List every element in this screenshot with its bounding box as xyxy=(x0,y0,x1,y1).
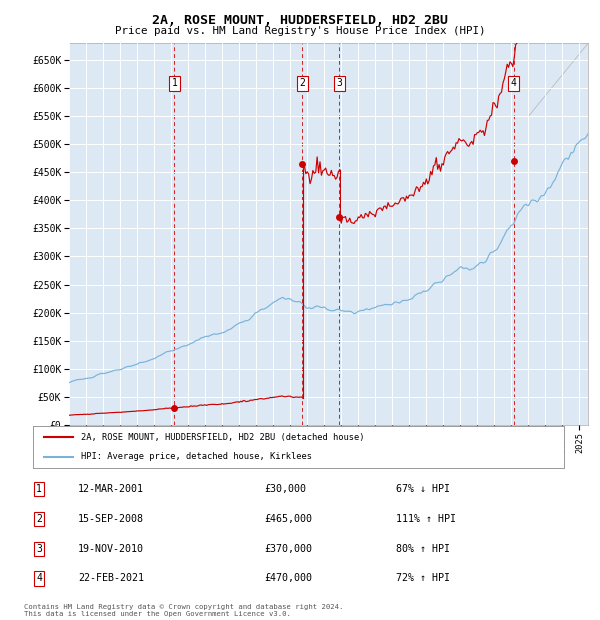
Text: 3: 3 xyxy=(36,544,42,554)
Text: 67% ↓ HPI: 67% ↓ HPI xyxy=(396,484,450,494)
Text: HPI: Average price, detached house, Kirklees: HPI: Average price, detached house, Kirk… xyxy=(81,452,312,461)
Text: 80% ↑ HPI: 80% ↑ HPI xyxy=(396,544,450,554)
Point xyxy=(170,403,179,413)
Text: 4: 4 xyxy=(511,79,517,89)
Point xyxy=(335,212,344,222)
Text: 4: 4 xyxy=(36,574,42,583)
Text: Contains HM Land Registry data © Crown copyright and database right 2024.
This d: Contains HM Land Registry data © Crown c… xyxy=(24,604,343,617)
Text: 1: 1 xyxy=(172,79,177,89)
Text: 3: 3 xyxy=(337,79,343,89)
Text: £30,000: £30,000 xyxy=(264,484,306,494)
Text: 19-NOV-2010: 19-NOV-2010 xyxy=(78,544,144,554)
Text: 2: 2 xyxy=(299,79,305,89)
Text: 1: 1 xyxy=(36,484,42,494)
Text: Price paid vs. HM Land Registry's House Price Index (HPI): Price paid vs. HM Land Registry's House … xyxy=(115,26,485,36)
Text: 15-SEP-2008: 15-SEP-2008 xyxy=(78,514,144,524)
Text: 72% ↑ HPI: 72% ↑ HPI xyxy=(396,574,450,583)
Text: 2A, ROSE MOUNT, HUDDERSFIELD, HD2 2BU (detached house): 2A, ROSE MOUNT, HUDDERSFIELD, HD2 2BU (d… xyxy=(81,433,364,442)
Point xyxy=(298,159,307,169)
Text: £465,000: £465,000 xyxy=(264,514,312,524)
Text: 2A, ROSE MOUNT, HUDDERSFIELD, HD2 2BU: 2A, ROSE MOUNT, HUDDERSFIELD, HD2 2BU xyxy=(152,14,448,27)
Point xyxy=(509,156,518,166)
Text: 12-MAR-2001: 12-MAR-2001 xyxy=(78,484,144,494)
Text: £470,000: £470,000 xyxy=(264,574,312,583)
Text: £370,000: £370,000 xyxy=(264,544,312,554)
Text: 111% ↑ HPI: 111% ↑ HPI xyxy=(396,514,456,524)
Text: 2: 2 xyxy=(36,514,42,524)
Text: 22-FEB-2021: 22-FEB-2021 xyxy=(78,574,144,583)
